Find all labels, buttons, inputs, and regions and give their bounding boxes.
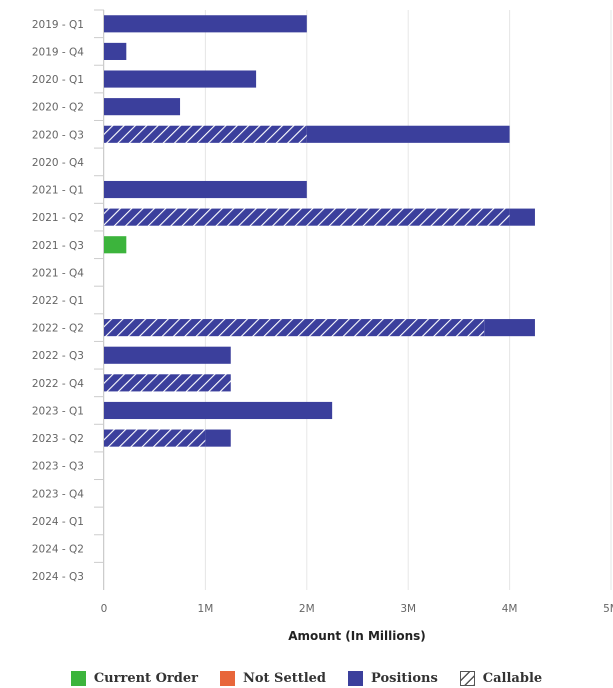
x-tick-label: 2M [299,603,315,615]
legend-label: Current Order [93,670,198,686]
category-label: 2021 - Q3 [32,240,84,252]
bar-positions[interactable] [104,15,307,33]
category-label: 2019 - Q4 [32,46,84,58]
legend-item[interactable]: Positions [348,670,438,686]
legend-swatch [70,670,86,686]
category-label: 2022 - Q1 [32,295,84,307]
bar-positions[interactable] [484,319,535,337]
x-tick-label: 0 [101,603,108,615]
x-axis-title: Amount (In Millions) [288,629,426,643]
category-label: 2020 - Q4 [32,157,84,169]
bar-positions[interactable] [104,401,333,420]
category-label: 2023 - Q1 [32,405,84,417]
bar-positions[interactable] [104,42,127,60]
legend-swatch [348,670,364,686]
legend-label: Not Settled [242,670,327,686]
category-label: 2024 - Q3 [32,571,84,583]
category-label: 2022 - Q3 [32,350,84,362]
bar-callable[interactable] [104,125,307,143]
legend-label: Positions [371,670,438,686]
bar-callable[interactable] [104,208,510,226]
category-label: 2020 - Q2 [32,102,84,114]
category-label: 2021 - Q1 [32,185,84,197]
category-label: 2024 - Q1 [32,516,84,528]
legend-label: Callable [482,670,543,686]
category-label: 2022 - Q2 [32,323,84,335]
bar-positions[interactable] [104,180,307,199]
bar-chart: 2019 - Q1 2019 - Q4 2020 - Q1 2020 - Q2 2020… [32,9,613,643]
legend-item[interactable]: Not Settled [219,670,327,686]
category-label: 2023 - Q2 [32,433,84,445]
category-label: 2023 - Q4 [32,488,84,500]
legend-swatch [459,670,475,686]
chart-bars [104,15,535,447]
category-label: 2024 - Q2 [32,544,84,556]
bar-positions[interactable] [104,346,231,364]
x-tick-label: 1M [198,603,214,615]
x-tick-label: 5M [603,603,613,615]
chart-legend: Current Order Not Settled Positions Callabl… [0,668,613,688]
category-label: 2021 - Q2 [32,212,84,224]
bar-callable[interactable] [104,374,231,392]
chart-grid [103,10,612,590]
bar-callable[interactable] [104,319,485,337]
bar-positions[interactable] [306,125,510,143]
category-axis: 2019 - Q1 2019 - Q4 2020 - Q1 2020 - Q2 2020… [32,9,104,590]
value-axis: 0 1M 2M 3M 4M 5M [101,603,613,615]
category-label: 2023 - Q3 [32,461,84,473]
legend-swatch [219,670,235,686]
bar-positions[interactable] [104,98,181,116]
x-tick-label: 4M [502,603,518,615]
category-label: 2022 - Q4 [32,378,84,390]
category-label: 2020 - Q3 [32,129,84,141]
legend-item[interactable]: Current Order [70,670,198,686]
bar-positions[interactable] [509,208,535,226]
x-tick-label: 3M [400,603,416,615]
bar-positions[interactable] [104,70,257,88]
category-label: 2021 - Q4 [32,267,84,279]
category-label: 2020 - Q1 [32,74,84,86]
legend-item[interactable]: Callable [459,670,543,686]
category-label: 2019 - Q1 [32,19,84,31]
bar-current-order[interactable] [104,236,127,254]
bar-positions[interactable] [205,429,231,447]
bar-callable[interactable] [104,429,206,447]
